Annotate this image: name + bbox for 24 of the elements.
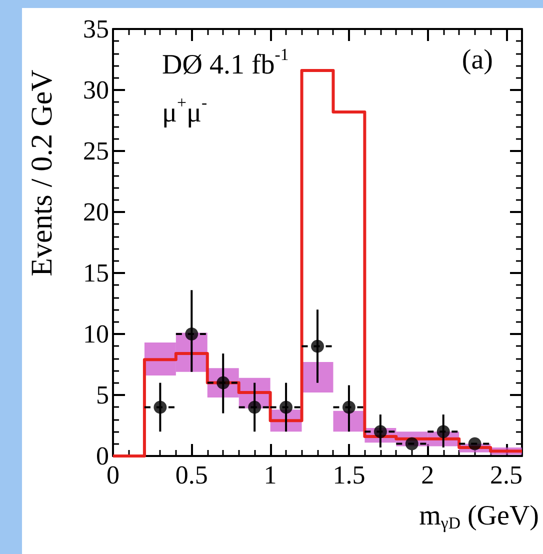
y-axis-title: Events / 0.2 GeV bbox=[26, 69, 58, 276]
x-tick-label: 1 bbox=[264, 460, 277, 490]
x-tick-label: 1.5 bbox=[332, 460, 366, 490]
y-tick-label: 35 bbox=[83, 14, 109, 44]
y-tick-label: 20 bbox=[83, 198, 109, 226]
point bbox=[342, 400, 356, 414]
point bbox=[436, 425, 450, 438]
annotation: (a) bbox=[462, 44, 493, 76]
point bbox=[280, 400, 293, 414]
y-tick-label: 0 bbox=[96, 442, 109, 470]
y-tick-label: 25 bbox=[83, 136, 109, 166]
point bbox=[311, 340, 324, 353]
y-tick-label: 5 bbox=[96, 380, 109, 410]
annotation: μ+μ- bbox=[162, 93, 208, 128]
x-tick-label: 0.5 bbox=[175, 460, 208, 490]
y-tick-label: 10 bbox=[83, 320, 109, 348]
point bbox=[248, 400, 262, 414]
x-tick-label: 2 bbox=[421, 460, 434, 490]
x-tick-label: 2.5 bbox=[490, 460, 523, 490]
y-tick-label: 30 bbox=[83, 76, 109, 104]
y-tick-label: 15 bbox=[83, 258, 109, 288]
point bbox=[154, 400, 167, 414]
point bbox=[468, 437, 482, 450]
point bbox=[185, 328, 198, 340]
